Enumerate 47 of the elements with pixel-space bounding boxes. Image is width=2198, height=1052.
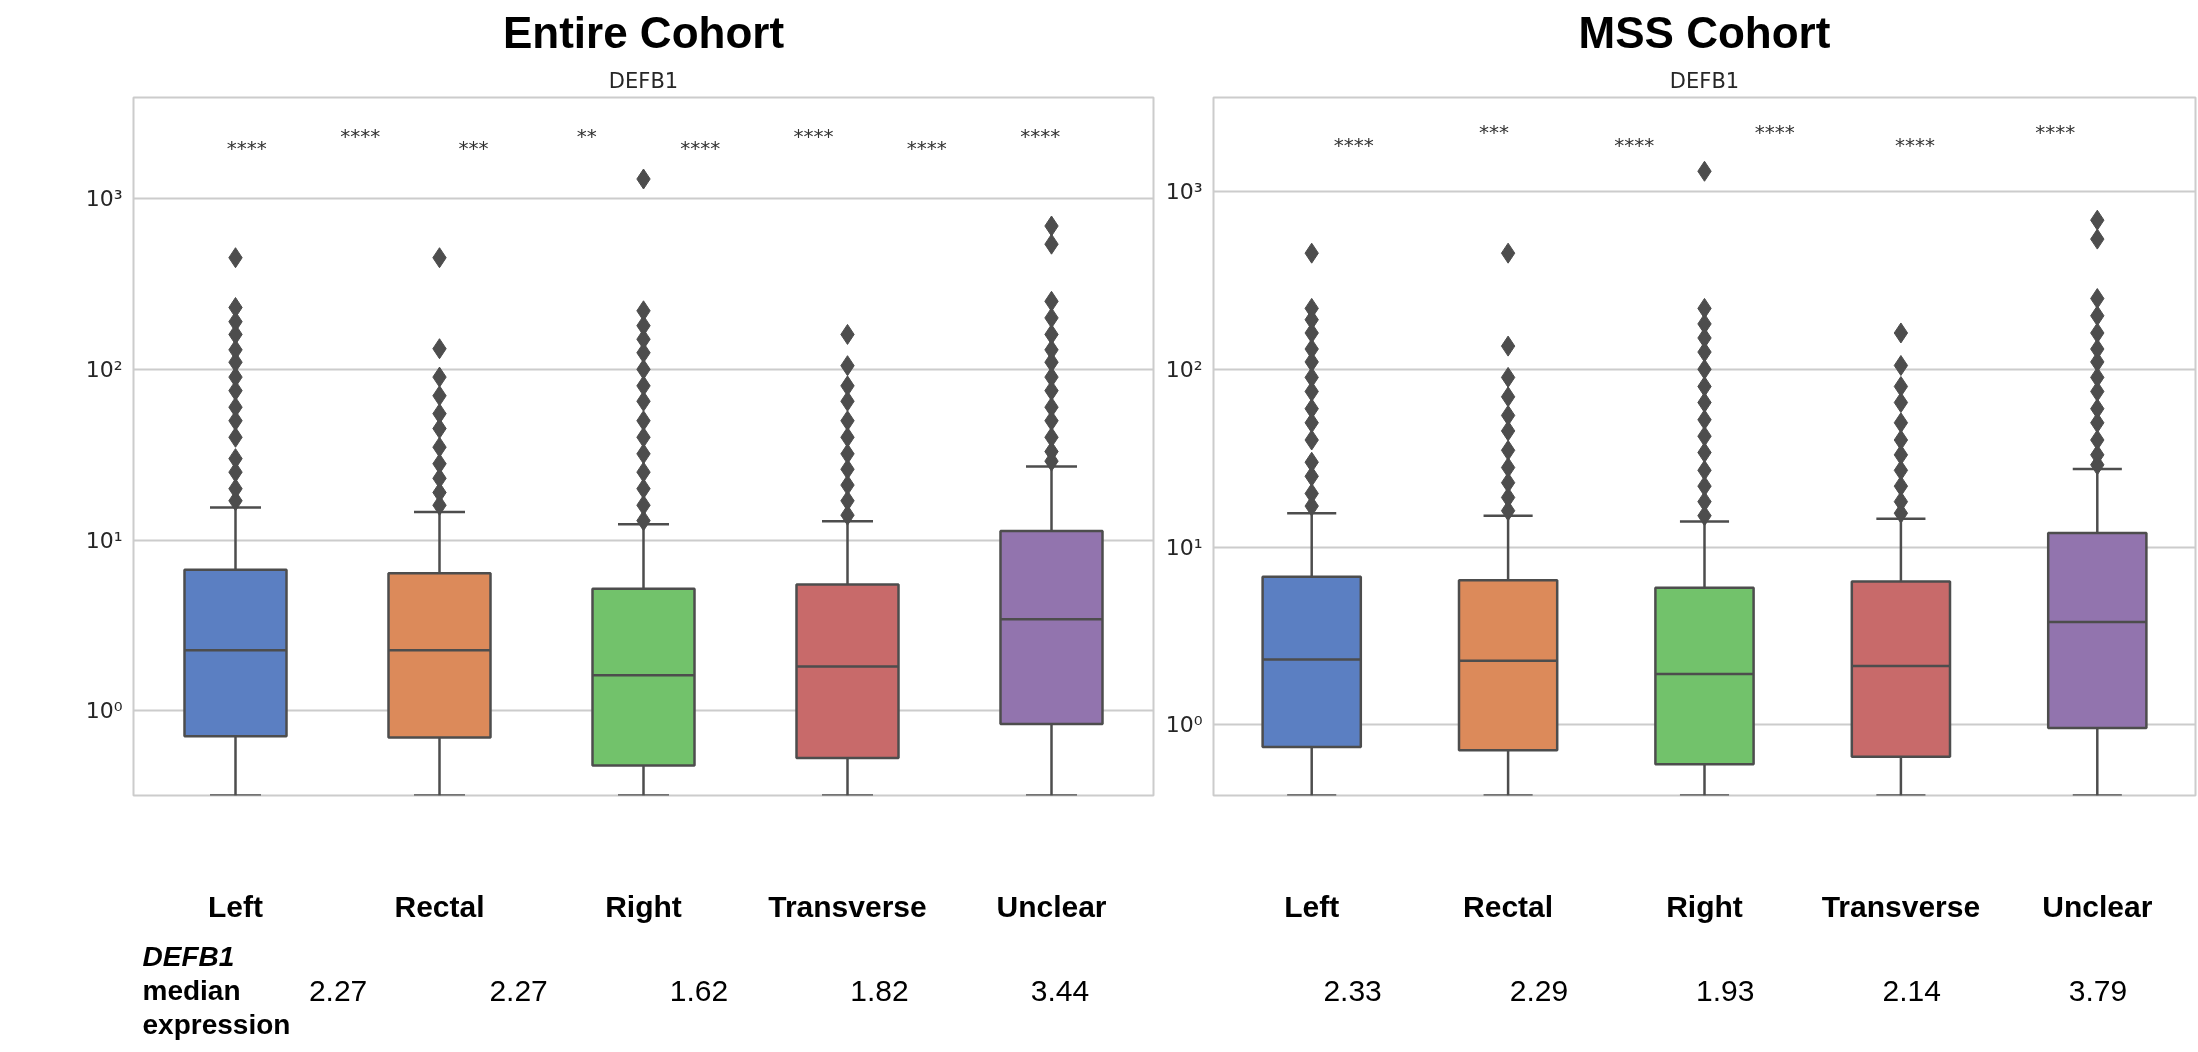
chart-title: MSS Cohort (1578, 7, 1831, 57)
annotation: **** (906, 135, 947, 160)
y-tick-label: 10³ (1165, 179, 1203, 205)
text: 1.93 (1696, 973, 1755, 1007)
annotation: ** (576, 123, 597, 148)
text: 2.27 (489, 973, 548, 1007)
text: 2.27 (308, 973, 368, 1007)
text: DEFB1 median expression (142, 941, 291, 1040)
text: 1.62 (669, 973, 729, 1007)
chart-subtitle: DEFB1 (608, 68, 679, 93)
annotation: **** (1754, 119, 1795, 144)
text: 2.33 (1323, 973, 1382, 1007)
annotation: **** (2035, 119, 2076, 144)
y-tick-label: 10³ (85, 185, 123, 211)
annotation: **** (1614, 132, 1655, 157)
annotation: *** (1479, 119, 1510, 144)
x-tick-label: Left (208, 889, 263, 923)
annotation: **** (340, 123, 381, 148)
chart-subtitle: DEFB1 (1669, 68, 1740, 93)
text: 2.29 (1509, 973, 1569, 1007)
annotation: **** (1020, 123, 1061, 148)
annotation: **** (793, 123, 834, 148)
chart-title: Entire Cohort (502, 7, 785, 57)
x-tick-label: Rectal (394, 889, 485, 923)
x-tick-label: Unclear (2042, 889, 2153, 923)
x-tick-label: Rectal (1463, 889, 1554, 923)
x-tick-label: Transverse (768, 889, 927, 923)
text: 3.44 (1030, 973, 1090, 1007)
annotation: **** (1894, 132, 1935, 157)
y-tick-label: 10² (85, 356, 123, 382)
y-tick-label: 10¹ (85, 527, 123, 553)
x-tick-label: Left (1284, 889, 1340, 923)
x-tick-label: Right (1666, 889, 1743, 923)
y-tick-label: 10⁰ (85, 698, 123, 724)
x-tick-label: Unclear (996, 889, 1107, 923)
annotation: **** (1333, 132, 1374, 157)
y-tick-label: 10² (1165, 356, 1203, 382)
y-tick-label: 10⁰ (1165, 712, 1203, 738)
x-tick-label: Transverse (1821, 889, 1981, 923)
text: 2.14 (1882, 973, 1941, 1007)
text: 1.82 (850, 973, 909, 1007)
x-tick-label: Right (605, 889, 682, 923)
y-tick-label: 10¹ (1165, 534, 1203, 560)
annotation: **** (680, 135, 721, 160)
annotation: **** (226, 135, 267, 160)
text: 3.79 (2068, 973, 2128, 1007)
annotation: *** (458, 135, 489, 160)
